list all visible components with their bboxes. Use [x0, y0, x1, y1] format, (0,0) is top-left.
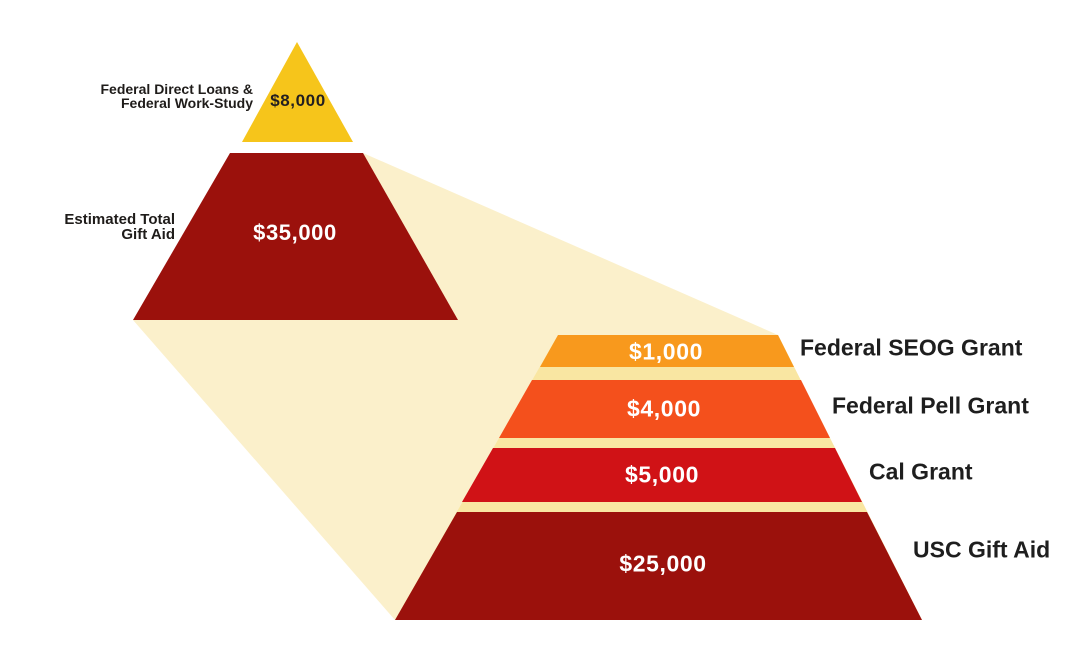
- label-line: Federal Work-Study: [121, 95, 253, 111]
- amount-loans-work-study: $8,000: [270, 91, 326, 110]
- amount-total-gift-aid: $35,000: [253, 220, 337, 245]
- amount-cal-grant: $5,000: [625, 461, 699, 488]
- label-line: Estimated Total: [64, 211, 175, 228]
- amount-federal-pell-grant: $4,000: [627, 395, 701, 422]
- label-estimated-total-gift-aid: Estimated Total Gift Aid: [64, 212, 175, 242]
- label-line: Federal Direct Loans &: [100, 81, 254, 97]
- amount-federal-seog-grant: $1,000: [629, 338, 703, 365]
- label-federal-pell-grant: Federal Pell Grant: [832, 392, 1029, 419]
- label-federal-direct-loans-work-study: Federal Direct Loans & Federal Work-Stud…: [101, 82, 254, 110]
- label-cal-grant: Cal Grant: [869, 458, 973, 485]
- label-line: Gift Aid: [121, 226, 175, 243]
- amount-usc-gift-aid: $25,000: [619, 550, 707, 577]
- label-usc-gift-aid: USC Gift Aid: [913, 536, 1051, 563]
- label-federal-seog-grant: Federal SEOG Grant: [800, 334, 1023, 361]
